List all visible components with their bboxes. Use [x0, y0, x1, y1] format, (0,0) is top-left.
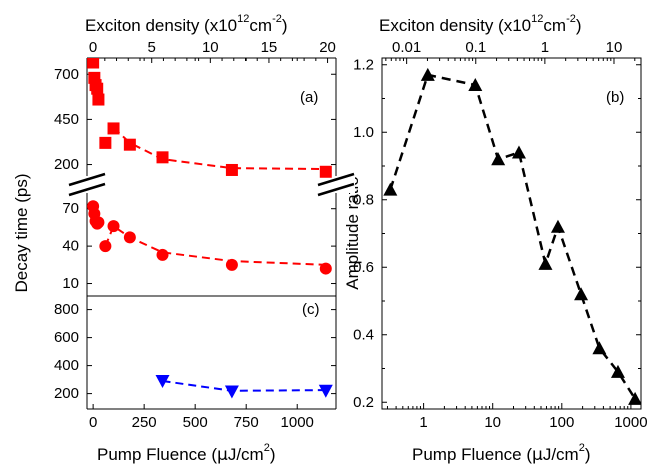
axis-break-left-mark-1	[68, 172, 106, 187]
data-point-square	[123, 138, 136, 151]
series-c-triangles	[155, 375, 333, 399]
data-point-square	[91, 82, 104, 95]
x-tick-label-b: 10	[484, 414, 501, 431]
panel-label-a: (a)	[300, 89, 318, 106]
axis-break-left-gap	[68, 176, 106, 193]
chart-layer: 0 5 10 15 20 200 450 700 10 40 70 200 400 600 800 0 250 5…	[54, 39, 648, 431]
y-tick-label-lower: 40	[62, 238, 79, 255]
y-axis-label-left: Decay time (ps)	[12, 173, 31, 292]
top-axis-label-a: Exciton density (x1012cm-2)	[85, 13, 288, 35]
data-point-triangle-up	[420, 67, 435, 81]
y-tick-label-c: 400	[54, 357, 79, 374]
panel-label-b: (b)	[606, 89, 624, 106]
x-tick-label-c: 1000	[281, 414, 314, 431]
axis-break-left-mark-2	[68, 182, 106, 197]
x-tick-label-c: 250	[132, 414, 157, 431]
top-axis-b-tick-label: 1	[541, 39, 549, 56]
series-lower-circles	[87, 200, 332, 275]
y-tick-label-c: 800	[54, 301, 79, 318]
x-tick-label-c: 500	[183, 414, 208, 431]
data-point-triangle-up	[383, 182, 398, 196]
top-axis-a-tick-label: 0	[89, 39, 97, 56]
y-tick-label-lower: 70	[62, 200, 79, 217]
data-point-circle	[107, 220, 120, 233]
data-point-triangle-down	[155, 375, 170, 388]
top-axis-b-tick-label: 0.01	[392, 39, 421, 56]
series-upper-squares	[87, 58, 332, 178]
top-axis-a-tick-label: 15	[261, 39, 278, 56]
axis-break-right-mark-1	[317, 172, 355, 187]
data-point-triangle-up	[574, 287, 589, 301]
y-axis-label-right: Amplitude ratio	[343, 176, 362, 289]
top-axis-a-tick-label: 20	[319, 39, 336, 56]
data-point-square	[99, 136, 112, 149]
y-tick-label-b: 0.2	[353, 394, 374, 411]
top-axis-b-tick-label: 0.1	[465, 39, 486, 56]
data-point-triangle-down	[318, 384, 333, 398]
data-point-circle	[92, 216, 105, 229]
x-axis-label-left: Pump Fluence (µJ/cm2)	[97, 442, 276, 465]
axis-break-right-gap	[317, 176, 355, 193]
x-tick-label-c: 0	[89, 414, 97, 431]
y-tick-label-upper: 200	[54, 156, 79, 173]
y-tick-label-b: 0.4	[353, 326, 374, 343]
series-b-triangles	[383, 67, 641, 405]
y-tick-label-c: 200	[54, 385, 79, 402]
data-point-triangle-up	[511, 145, 526, 159]
data-point-square	[156, 151, 169, 164]
y-tick-label-b: 0.8	[353, 191, 374, 208]
data-point-square	[92, 93, 105, 106]
data-point-circle	[225, 258, 238, 271]
data-point-triangle-up	[491, 152, 506, 166]
fit-line-upper	[112, 126, 326, 171]
data-point-circle	[99, 240, 112, 253]
data-point-triangle-up	[550, 219, 565, 233]
top-axis-label-b: Exciton density (x1012cm-2)	[379, 13, 582, 35]
data-point-triangle-down	[224, 385, 239, 399]
top-axis-a-tick-label: 10	[202, 39, 219, 56]
fit-line-c	[162, 380, 326, 392]
axis-break-right-mark-2	[317, 182, 355, 197]
data-point-triangle-up	[468, 78, 483, 91]
data-point-square	[87, 58, 100, 69]
y-tick-label-b: 1.2	[353, 56, 374, 73]
x-axis-label-right: Pump Fluence (µJ/cm2)	[412, 442, 591, 465]
fit-line-lower	[104, 224, 326, 266]
x-tick-label-b: 1000	[614, 414, 647, 431]
data-point-triangle-up	[628, 391, 641, 405]
data-point-circle	[319, 262, 332, 275]
data-point-square	[107, 122, 120, 135]
data-point-triangle-up	[610, 364, 625, 378]
data-point-triangle-up	[538, 256, 553, 270]
data-point-circle	[156, 248, 169, 261]
panel-label-c: (c)	[302, 301, 320, 318]
x-tick-label-c: 750	[234, 414, 259, 431]
top-axis-a-tick-label: 5	[148, 39, 156, 56]
y-tick-label-lower: 10	[62, 275, 79, 292]
data-point-square	[225, 163, 238, 176]
data-point-circle	[123, 231, 136, 244]
top-axis-b-tick-label: 10	[606, 39, 623, 56]
x-tick-label-b: 1	[419, 414, 427, 431]
y-tick-label-upper: 700	[54, 66, 79, 83]
x-tick-label-b: 100	[549, 414, 574, 431]
y-tick-label-upper: 450	[54, 111, 79, 128]
y-tick-label-b: 1.0	[353, 124, 374, 141]
y-tick-label-b: 0.6	[353, 259, 374, 276]
panel-b-frame	[381, 57, 642, 410]
y-tick-label-c: 600	[54, 329, 79, 346]
data-point-triangle-up	[592, 341, 607, 355]
data-point-square	[319, 165, 332, 178]
